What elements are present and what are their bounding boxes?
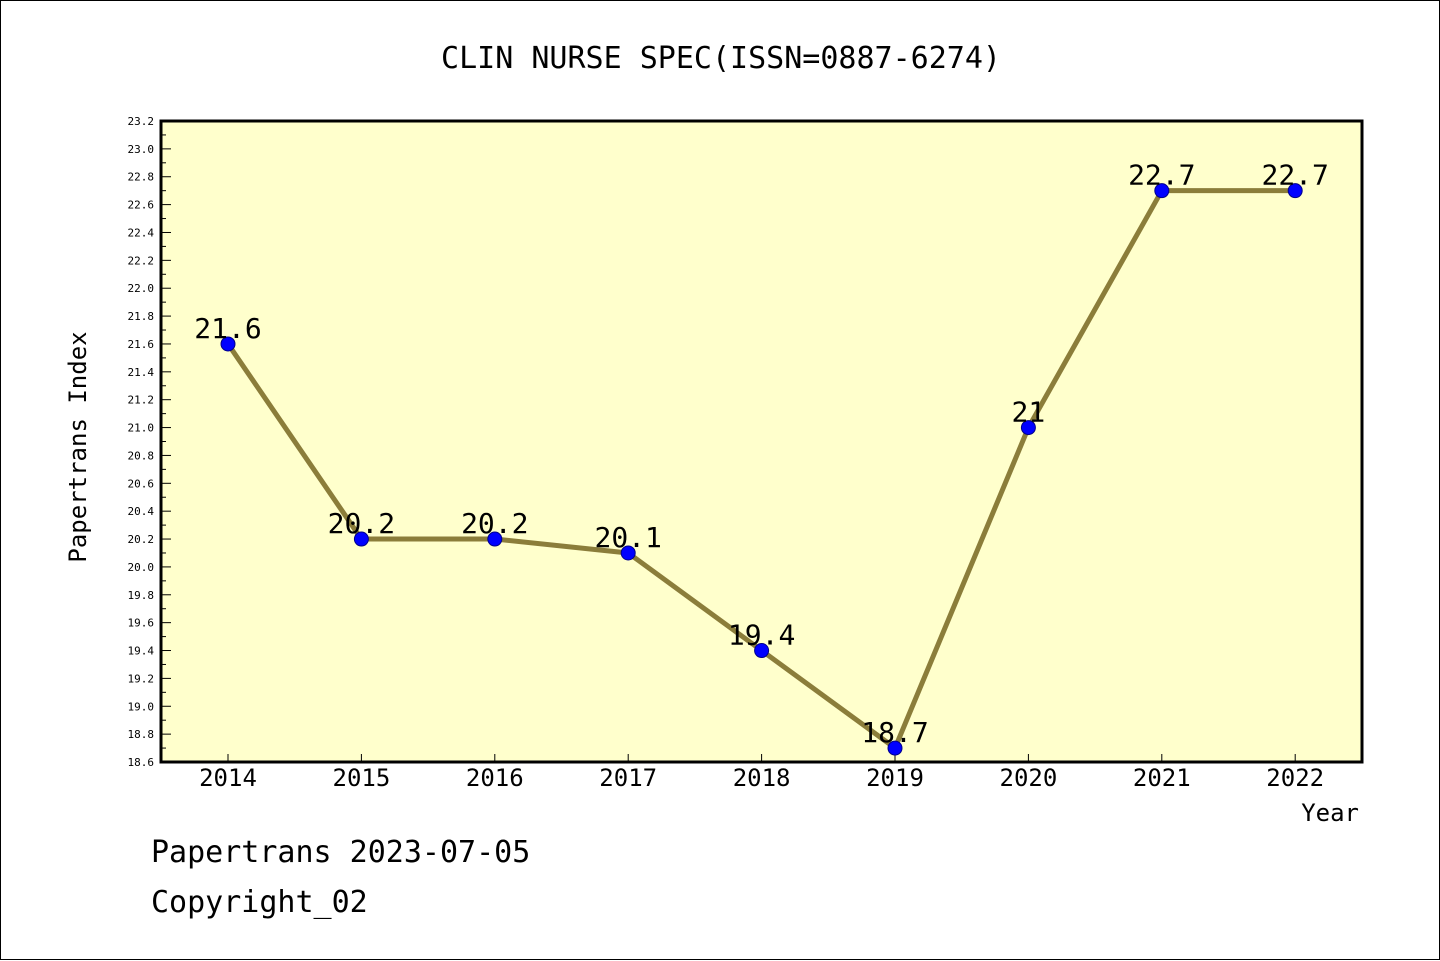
x-axis-ticks (227, 754, 1296, 762)
y-tick-label: 19.4 (128, 645, 155, 658)
y-tick-label: 23.0 (128, 143, 155, 156)
y-tick-label: 23.2 (128, 115, 155, 128)
plot-area (159, 119, 1364, 764)
data-point (620, 545, 636, 561)
data-point (487, 531, 503, 547)
y-tick-label: 22.8 (128, 171, 155, 184)
data-label: 22.7 (1128, 159, 1195, 192)
x-tick-label: 2016 (466, 764, 524, 792)
y-tick-label: 21.8 (128, 310, 155, 323)
y-tick-label: 19.0 (128, 700, 155, 713)
y-tick-label: 20.0 (128, 561, 155, 574)
x-tick-label: 2018 (733, 764, 791, 792)
data-label: 21 (1012, 396, 1046, 429)
y-tick-label: 21.6 (128, 338, 155, 351)
x-tick-label: 2019 (866, 764, 924, 792)
data-point (1020, 420, 1036, 436)
data-label: 18.7 (861, 716, 928, 749)
y-tick-label: 22.4 (128, 226, 155, 239)
y-tick-label: 18.8 (128, 728, 155, 741)
x-tick-label: 2020 (1000, 764, 1058, 792)
x-tick-label: 2021 (1133, 764, 1191, 792)
x-tick-label: 2022 (1266, 764, 1324, 792)
x-tick-label: 2017 (599, 764, 657, 792)
y-tick-label: 22.0 (128, 282, 155, 295)
footer-copyright: Copyright_02 (151, 885, 368, 920)
data-point (353, 531, 369, 547)
data-label: 21.6 (194, 312, 261, 345)
data-label-layer: 21.6 20.2 20.2 20.1 19.4 18.7 21 22.7 22.7 (194, 159, 1329, 749)
footer-date: Papertrans 2023-07-05 (151, 835, 531, 870)
y-tick-label: 18.6 (128, 756, 155, 769)
y-axis-tick-labels: 18.6 18.8 19.0 19.2 19.4 19.6 19.8 20.0 20.2 20.4… (128, 115, 155, 769)
y-tick-label: 20.4 (128, 505, 155, 518)
y-tick-label: 19.2 (128, 672, 155, 685)
data-label: 20.2 (461, 507, 528, 540)
y-axis-ticks (161, 120, 171, 763)
y-tick-label: 20.2 (128, 533, 155, 546)
y-tick-label: 21.4 (128, 366, 155, 379)
point-layer (220, 183, 1303, 756)
data-point (1287, 183, 1303, 199)
y-axis-label: Papertrans Index (64, 331, 92, 562)
data-point (1154, 183, 1170, 199)
y-tick-label: 19.6 (128, 617, 155, 630)
x-tick-label: 2014 (199, 764, 257, 792)
y-tick-label: 22.6 (128, 199, 155, 212)
chart-title: CLIN NURSE SPEC(ISSN=0887-6274) (441, 41, 1001, 76)
data-point (887, 740, 903, 756)
x-axis-tick-labels: 2014 2015 2016 2017 2018 2019 2020 2021 2022 (199, 764, 1324, 792)
data-label: 22.7 (1261, 159, 1328, 192)
y-tick-label: 22.2 (128, 254, 155, 267)
y-tick-label: 20.8 (128, 449, 155, 462)
y-tick-label: 21.2 (128, 394, 155, 407)
x-tick-label: 2015 (333, 764, 391, 792)
data-label: 20.2 (328, 507, 395, 540)
data-point (220, 336, 236, 352)
y-tick-label: 20.6 (128, 477, 155, 490)
data-label: 20.1 (594, 521, 661, 554)
y-tick-label: 19.8 (128, 589, 155, 602)
y-tick-label: 21.0 (128, 422, 155, 435)
data-point (754, 643, 770, 659)
data-label: 19.4 (728, 619, 795, 652)
x-axis-label: Year (1301, 799, 1359, 827)
